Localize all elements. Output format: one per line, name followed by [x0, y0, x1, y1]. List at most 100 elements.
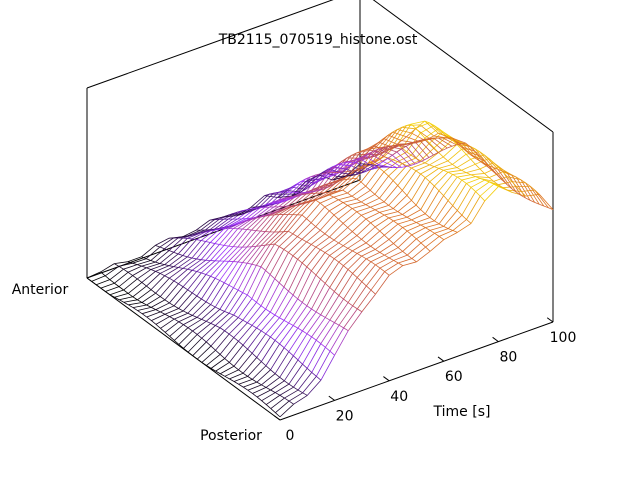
surface-line [293, 325, 299, 329]
surface-line [352, 305, 358, 310]
surface-line [237, 213, 242, 217]
surface-line [268, 192, 274, 195]
surface-line [516, 176, 522, 181]
surface-line [293, 386, 299, 391]
surface-line [332, 175, 347, 181]
surface-line [488, 165, 494, 172]
surface-line [168, 237, 183, 251]
surface-line [351, 208, 357, 213]
surface-line [205, 301, 211, 305]
surface-line [196, 232, 202, 235]
surface-line [247, 294, 253, 299]
surface-line [384, 223, 399, 236]
surface-line [274, 340, 280, 345]
surface-line [233, 365, 239, 371]
surface-line [370, 271, 385, 291]
surface-line [314, 178, 320, 184]
surface-line [159, 263, 165, 266]
surface-line [186, 229, 201, 237]
surface-line [323, 171, 338, 178]
surface-line [282, 199, 288, 203]
surface-line [228, 228, 243, 247]
surface-line [470, 173, 485, 176]
surface-line [228, 218, 243, 227]
surface-line [241, 212, 247, 215]
surface-line [447, 169, 462, 173]
surface-line [224, 369, 239, 377]
surface-line [320, 249, 326, 253]
surface-line [407, 242, 422, 256]
surface-line [200, 240, 206, 242]
surface-line [347, 205, 353, 209]
surface-line [396, 140, 403, 145]
surface-line [197, 345, 212, 360]
surface-line [379, 220, 394, 232]
surface-line [392, 131, 407, 138]
x-tick-label: 80 [499, 350, 517, 366]
surface-line [200, 231, 206, 234]
surface-line [261, 340, 276, 362]
surface-line [288, 363, 303, 385]
surface-line [223, 214, 229, 218]
surface-line [379, 208, 394, 213]
surface-line [246, 216, 261, 230]
surface-line [209, 218, 224, 230]
surface-line [493, 162, 499, 168]
surface-line [443, 169, 449, 173]
surface-line [314, 173, 320, 176]
surface-line [369, 147, 375, 150]
surface-line [456, 187, 472, 211]
surface-line [242, 357, 258, 374]
surface-line [347, 247, 353, 252]
surface-line [329, 255, 335, 260]
surface-line [159, 251, 174, 264]
surface-line [256, 369, 271, 383]
surface-line [466, 219, 472, 224]
surface-line [451, 144, 457, 147]
surface-line [279, 325, 294, 345]
surface-line [333, 239, 339, 244]
surface-line [219, 244, 225, 246]
surface-line [297, 336, 312, 361]
surface-line [415, 127, 421, 134]
surface-line [155, 309, 161, 313]
surface-line [443, 210, 458, 227]
surface-line [356, 206, 371, 213]
surface-line [429, 122, 435, 126]
surface-line [411, 167, 417, 172]
surface-line [196, 271, 202, 274]
surface-line [173, 266, 179, 268]
surface-line [196, 323, 212, 335]
surface-line [297, 389, 303, 394]
surface-line [351, 185, 366, 197]
surface-line [365, 185, 371, 191]
surface-line [447, 160, 453, 165]
surface-line [383, 156, 389, 159]
surface-line [470, 154, 476, 159]
surface-line [420, 232, 435, 244]
surface-line [219, 228, 234, 245]
surface-line [407, 224, 421, 232]
surface-line [173, 305, 179, 309]
surface-line [256, 301, 262, 307]
surface-line [206, 320, 211, 324]
surface-line [274, 214, 289, 233]
surface-line [214, 245, 229, 262]
surface-line [173, 289, 188, 307]
surface-line [415, 170, 421, 175]
surface-line [392, 159, 398, 162]
surface-line [219, 308, 225, 312]
surface-line [309, 179, 315, 182]
surface-line [142, 309, 156, 315]
surface-line [370, 254, 385, 263]
surface-line [507, 172, 512, 176]
surface-line [328, 181, 334, 184]
surface-line [419, 140, 434, 156]
surface-line [310, 188, 325, 191]
surface-line [429, 142, 435, 149]
surface-line [388, 251, 403, 259]
surface-line [434, 232, 440, 237]
surface-line [251, 270, 266, 299]
surface-line [479, 155, 485, 162]
surface-line [214, 228, 220, 231]
